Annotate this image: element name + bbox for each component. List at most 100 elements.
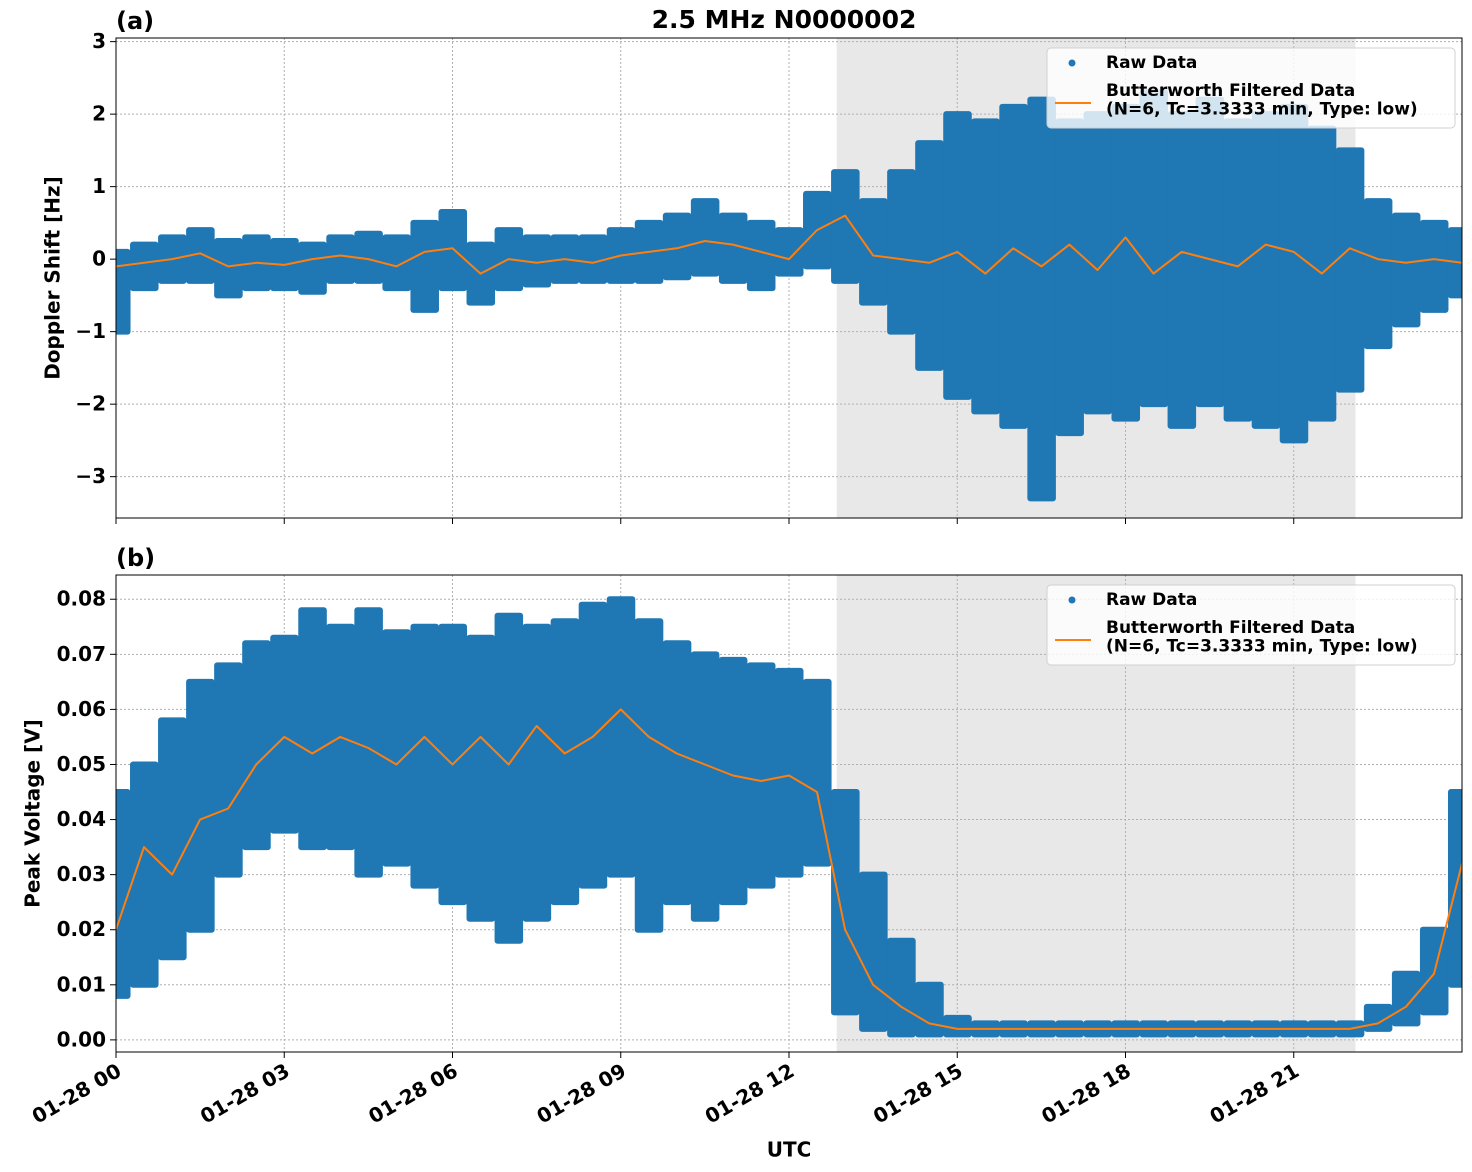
legend-marker [1068, 59, 1076, 67]
raw-data-band [466, 634, 496, 922]
y-tick-label: −3 [75, 464, 106, 488]
panel-label: (a) [116, 7, 154, 35]
raw-data-band [578, 234, 608, 284]
raw-data-band [1279, 103, 1309, 444]
raw-data-band [774, 227, 804, 277]
raw-data-band [1027, 96, 1056, 502]
raw-data-band [662, 212, 692, 281]
raw-data-band [1223, 118, 1253, 422]
legend-label: Raw Data [1106, 53, 1197, 73]
raw-data-band [774, 667, 804, 878]
raw-data-band [214, 662, 243, 878]
raw-data-band [270, 634, 299, 834]
raw-data-band [186, 227, 215, 284]
raw-data-band [382, 234, 411, 292]
raw-data-band [298, 241, 327, 295]
y-tick-label: 1 [92, 174, 106, 198]
raw-data-band [1391, 970, 1421, 1027]
raw-data-band [354, 230, 383, 284]
y-tick-label: 0.04 [57, 807, 106, 831]
x-tick-label: 01-28 21 [1205, 1058, 1303, 1128]
y-tick-label: 2 [92, 102, 106, 126]
legend-label: Raw Data [1106, 590, 1197, 610]
raw-data-band [943, 1014, 972, 1038]
raw-data-band [887, 937, 916, 1038]
raw-data-band [690, 651, 720, 922]
raw-data-band [1335, 147, 1365, 393]
plot-area [116, 575, 1462, 1052]
y-tick-label: 0.07 [57, 642, 106, 666]
raw-data-band [1083, 111, 1112, 415]
y-tick-label: 0.08 [57, 587, 106, 611]
raw-data-band [634, 618, 664, 933]
y-tick-label: 3 [92, 29, 106, 53]
raw-data-band [354, 607, 383, 878]
x-tick-label: 01-28 06 [364, 1058, 462, 1128]
filtered-line [116, 708, 1462, 1030]
x-tick-label: 01-28 12 [701, 1058, 799, 1128]
raw-data-band [803, 678, 832, 867]
x-axis-label: UTC [767, 1138, 812, 1162]
raw-data-band [1391, 212, 1421, 328]
x-tick-label: 01-28 18 [1037, 1058, 1135, 1128]
raw-data-band [158, 717, 187, 961]
raw-data-band [550, 618, 580, 906]
x-tick-label: 01-28 15 [869, 1058, 967, 1128]
raw-data-band [1251, 111, 1281, 429]
x-tick-label: 01-28 09 [532, 1058, 630, 1128]
raw-data-band [718, 212, 748, 284]
y-tick-label: 0.06 [57, 697, 106, 721]
chart-title: 2.5 MHz N0000002 [652, 5, 917, 34]
raw-data-band [186, 678, 215, 933]
raw-data-band [718, 656, 748, 906]
y-tick-label: 0.05 [57, 752, 106, 776]
raw-data-band [662, 640, 692, 906]
raw-data-band [1195, 96, 1225, 408]
y-tick-label: 0.01 [57, 972, 106, 996]
raw-data-band [578, 601, 608, 889]
raw-data-band [1167, 111, 1197, 429]
raw-data-band [116, 789, 131, 999]
legend-label: Butterworth Filtered Data (N=6, Tc=3.3333… [1106, 618, 1418, 657]
raw-data-band [1447, 789, 1462, 988]
raw-data-band [859, 871, 888, 1032]
raw-data-band [971, 118, 1000, 415]
raw-data-band [606, 596, 636, 878]
y-tick-label: 0 [92, 247, 106, 271]
raw-data-band [859, 198, 888, 306]
raw-data-band [522, 234, 552, 288]
raw-data-band [1139, 89, 1169, 408]
raw-data-band [915, 981, 944, 1038]
raw-data-band [326, 234, 355, 284]
raw-data-band [887, 169, 916, 335]
raw-data-band [410, 623, 439, 889]
legend-marker [1068, 596, 1076, 604]
panel-label: (b) [116, 544, 155, 572]
raw-data-band [1111, 103, 1141, 422]
legend-box [1046, 584, 1456, 666]
filtered-line [116, 214, 1462, 275]
y-tick-label: −2 [75, 392, 106, 416]
raw-data-band [382, 629, 411, 867]
raw-data-band [1419, 219, 1449, 313]
raw-data-band [1363, 198, 1393, 350]
raw-data-band [943, 111, 972, 400]
y-tick-label: −1 [75, 319, 106, 343]
raw-data-band [116, 248, 131, 335]
raw-data-band [214, 238, 243, 299]
legend-box [1046, 47, 1456, 129]
raw-data-band [242, 640, 271, 851]
x-tick-label: 01-28 03 [196, 1058, 294, 1128]
raw-data-band [831, 789, 860, 1016]
legend-label: Butterworth Filtered Data (N=6, Tc=3.3333… [1106, 81, 1418, 120]
x-tick-label: 01-28 00 [28, 1058, 126, 1128]
raw-data-band [1055, 118, 1084, 437]
raw-data-band [438, 209, 468, 292]
raw-data-band [298, 607, 327, 851]
raw-data-band [915, 140, 944, 371]
raw-data-band [410, 219, 439, 313]
raw-data-band [130, 761, 159, 988]
y-axis-label: Peak Voltage [V] [21, 719, 45, 908]
raw-data-band [746, 219, 776, 292]
